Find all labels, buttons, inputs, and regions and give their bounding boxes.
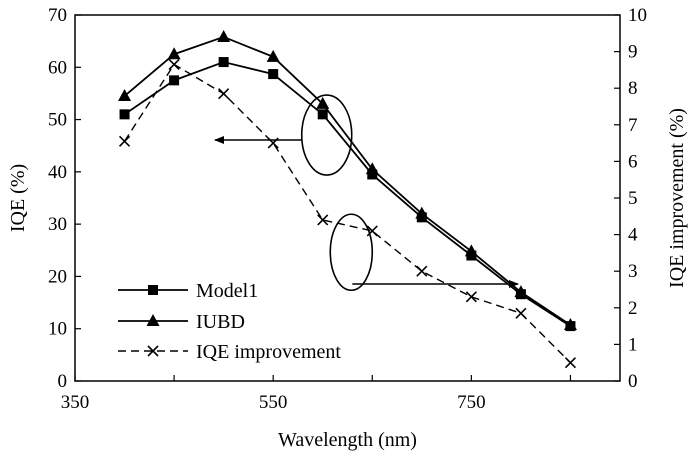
- y-right-tick-label: 2: [628, 298, 638, 319]
- data-point: [365, 162, 379, 175]
- data-point: [169, 75, 180, 86]
- data-point: [465, 291, 477, 303]
- y-right-tick-label: 3: [628, 261, 638, 282]
- legend-marker: [146, 314, 160, 326]
- legend-marker: [148, 285, 158, 295]
- data-point: [119, 109, 130, 120]
- series-line: [123, 35, 571, 326]
- data-point: [515, 307, 527, 319]
- y-right-tick-label: 7: [628, 115, 638, 136]
- x-axis-label: Wavelength (nm): [278, 429, 417, 451]
- data-point: [167, 47, 181, 60]
- x-tick-label: 750: [457, 392, 486, 413]
- data-point: [563, 318, 577, 331]
- series-line: [124, 61, 571, 327]
- data-point: [514, 285, 528, 298]
- data-point: [366, 225, 378, 237]
- y-left-axis-label: IQE (%): [7, 164, 29, 232]
- y-left-tick-label: 70: [48, 5, 67, 26]
- series-line: [123, 63, 571, 364]
- data-point: [217, 29, 231, 42]
- y-right-tick-label: 1: [628, 334, 638, 355]
- data-point: [218, 88, 230, 100]
- data-point: [564, 357, 577, 369]
- y-left-tick-label: 50: [48, 110, 67, 131]
- y-left-tick-label: 60: [48, 57, 67, 78]
- data-point: [416, 265, 428, 277]
- y-left-tick-label: 20: [48, 266, 67, 287]
- data-point: [168, 58, 180, 70]
- y-right-tick-label: 0: [628, 371, 638, 392]
- y-right-tick-label: 9: [628, 42, 638, 63]
- y-left-tick-label: 0: [58, 371, 68, 392]
- legend-label: IQE improvement: [196, 341, 341, 363]
- data-point: [118, 135, 131, 147]
- x-tick-label: 550: [259, 392, 288, 413]
- y-left-tick-label: 40: [48, 162, 67, 183]
- data-point: [218, 57, 229, 68]
- y-left-tick-label: 10: [48, 319, 67, 340]
- annotation-ellipse: [329, 213, 374, 292]
- legend-marker: [147, 345, 159, 357]
- data-point: [266, 49, 280, 62]
- legend-label: IUBD: [196, 311, 245, 333]
- data-point: [415, 206, 429, 219]
- y-right-axis-label: IQE improvement (%): [666, 108, 688, 288]
- data-point: [317, 214, 329, 226]
- y-left-tick-label: 30: [48, 214, 67, 235]
- y-right-tick-label: 10: [628, 5, 647, 26]
- x-tick-label: 350: [61, 392, 90, 413]
- y-right-tick-label: 5: [628, 188, 638, 209]
- y-right-tick-label: 6: [628, 151, 638, 172]
- annotation-ellipse: [300, 94, 353, 176]
- legend-label: Model1: [196, 280, 258, 302]
- y-right-tick-label: 4: [628, 225, 638, 246]
- y-right-tick-label: 8: [628, 78, 638, 99]
- data-point: [464, 244, 478, 257]
- data-point: [317, 109, 328, 120]
- data-point: [118, 89, 132, 102]
- data-point: [367, 169, 378, 180]
- data-point: [316, 96, 330, 109]
- data-point: [268, 69, 279, 80]
